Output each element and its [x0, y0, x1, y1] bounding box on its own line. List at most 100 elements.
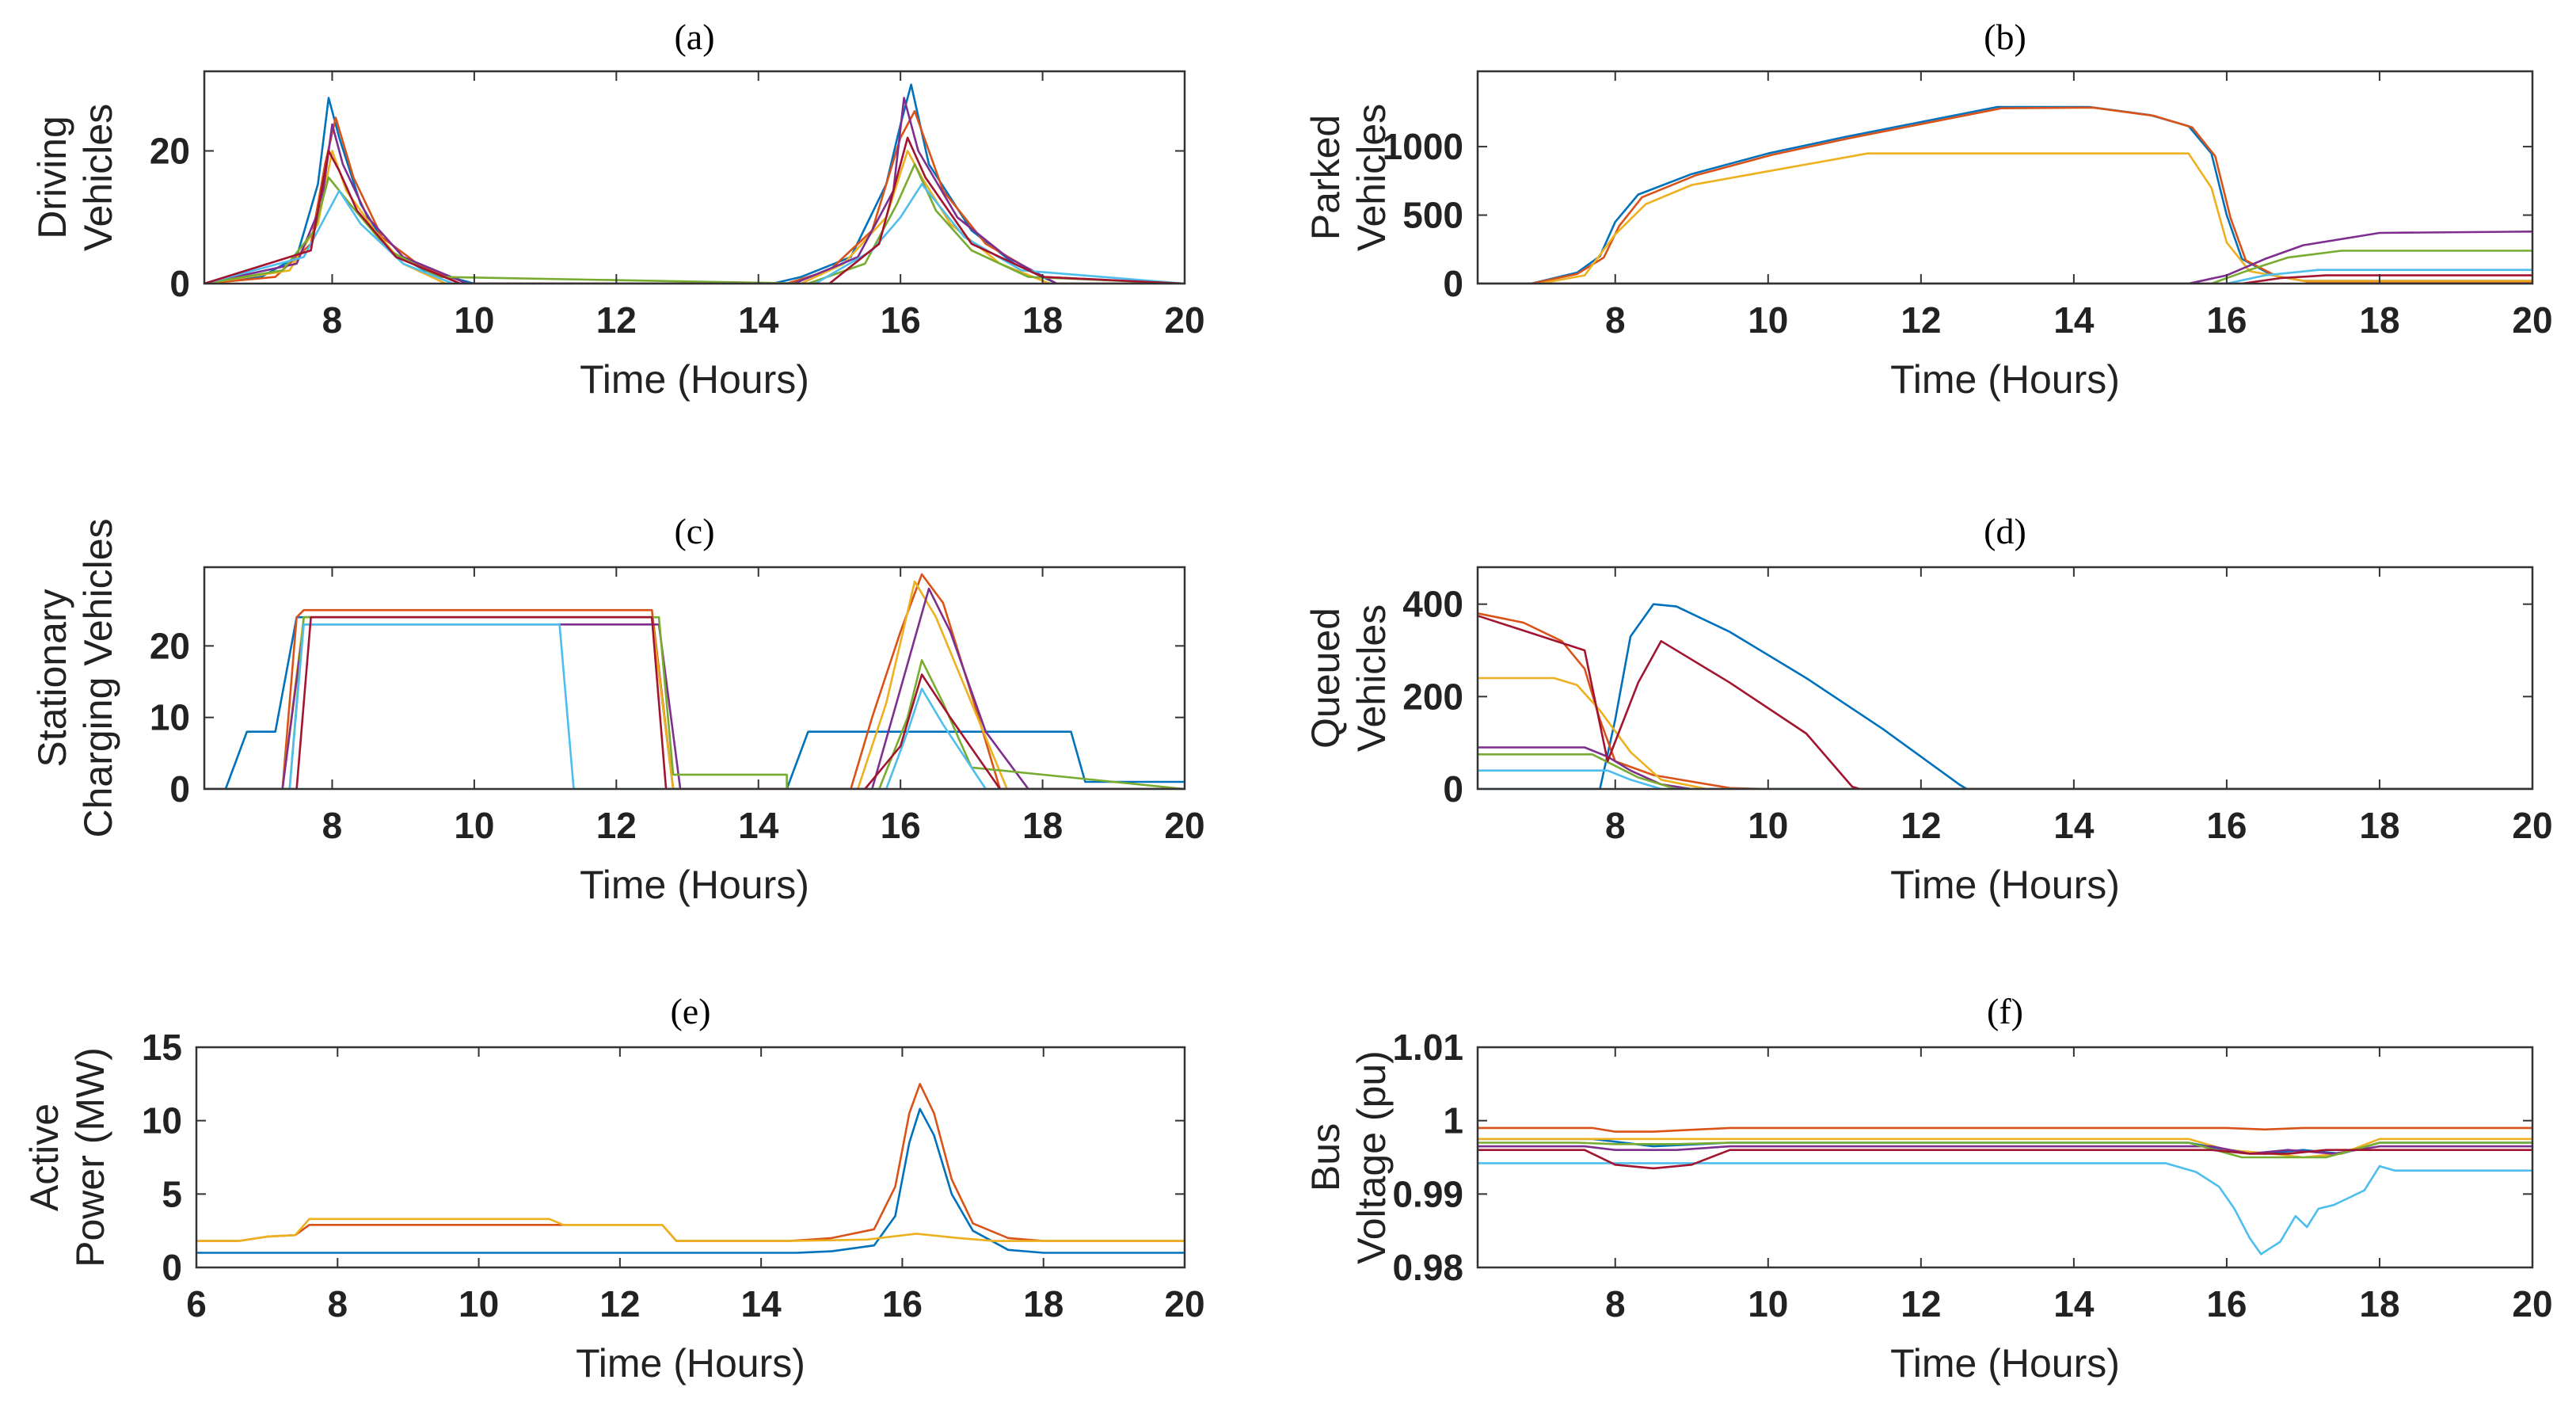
series-line-feeder-1 [196, 1107, 1185, 1254]
series-line-cs-4 [204, 587, 1185, 789]
x-tick-label: 20 [2512, 1283, 2552, 1324]
y-axis-label: ActivePower (MW) [22, 1047, 112, 1267]
x-tick-label: 10 [454, 805, 494, 846]
series-group [204, 83, 1185, 284]
x-tick-label: 12 [1901, 1283, 1941, 1324]
y-axis-label: DrivingVehicles [30, 104, 120, 251]
x-tick-label: 10 [1748, 299, 1788, 341]
series-line-lot-7 [1478, 274, 2532, 284]
x-tick-label: 6 [186, 1283, 207, 1324]
y-tick-label: 0 [1443, 263, 1463, 304]
series-line-queue-4 [1478, 746, 2532, 789]
series-line-feeder-2 [196, 1083, 1185, 1242]
y-axis-label: ParkedVehicles [1303, 104, 1394, 251]
plot-frame [195, 1046, 1186, 1269]
x-tick-label: 18 [1022, 805, 1063, 846]
series-line-cs-3 [204, 580, 1185, 789]
series-line-bus-2 [1478, 1126, 2532, 1133]
series-line-driver-e [204, 163, 1185, 284]
series-line-queue-3 [1478, 677, 2532, 789]
series-line-bus-7 [1478, 1149, 2532, 1170]
x-tick-label: 16 [2206, 1283, 2247, 1324]
y-axis-label-line: Queued [1303, 608, 1348, 749]
y-axis-label-line: Vehicles [76, 104, 120, 251]
series-line-lot-2 [1478, 106, 2532, 284]
y-tick-label: 15 [142, 1027, 182, 1068]
x-tick-label: 14 [2053, 299, 2095, 341]
x-tick-label: 20 [2512, 805, 2552, 846]
series-line-cs-5 [204, 616, 1185, 789]
x-tick-label: 16 [881, 299, 921, 341]
series-line-queue-5 [1478, 753, 2532, 789]
y-tick-label: 0 [1443, 768, 1463, 810]
x-tick-label: 12 [596, 805, 637, 846]
chart-title: (a) [674, 17, 714, 57]
y-tick-label: 0 [169, 768, 190, 810]
plot-frame [203, 566, 1186, 791]
y-axis-label: StationaryCharging Vehicles [30, 518, 120, 837]
y-tick-label: 0.99 [1392, 1173, 1463, 1214]
series-line-driver-f [204, 183, 1185, 284]
y-axis-label-line: Voltage (pu) [1349, 1050, 1394, 1264]
y-axis-label-line: Driving [30, 116, 74, 239]
series-line-bus-5 [1478, 1141, 2532, 1159]
x-axis-label: Time (Hours) [580, 863, 809, 907]
x-tick-label: 12 [599, 1283, 640, 1324]
series-group [1478, 1126, 2532, 1256]
y-tick-label: 200 [1402, 676, 1463, 717]
chart-f: (f) 8 10 12 14 16 18 20 0.98 0.99 1 1.01 Time (Hours… [1303, 991, 2553, 1385]
y-tick-label: 20 [150, 625, 190, 666]
y-axis-label: QueuedVehicles [1303, 604, 1394, 752]
y-axis-label-line: Stationary [30, 589, 74, 767]
series-line-queue-7 [1478, 615, 2532, 789]
chart-title: (d) [1984, 511, 2026, 551]
y-axis-label-line: Charging Vehicles [76, 518, 120, 837]
chart-b: (b) 8 10 12 14 16 18 20 0 500 1000 Time (Hours) Park… [1303, 17, 2553, 402]
x-tick-label: 20 [2512, 299, 2552, 341]
series-group [1478, 603, 2532, 789]
series-line-lot-3 [1478, 152, 2532, 284]
x-tick-label: 16 [881, 805, 921, 846]
plot-frame [1476, 70, 2534, 285]
chart-e: (e) 6 8 10 12 14 16 18 20 0 5 10 15 Time (Hours) Activ… [22, 991, 1205, 1385]
x-tick-label: 10 [1748, 1283, 1788, 1324]
x-tick-label: 18 [1022, 299, 1063, 341]
y-tick-label: 0 [169, 263, 190, 304]
y-tick-label: 0 [162, 1247, 182, 1288]
chart-a: (a) 8 10 12 14 16 18 20 0 20 Time (Hours) DrivingVe… [30, 17, 1205, 402]
x-tick-label: 10 [1748, 805, 1788, 846]
x-tick-label: 16 [2206, 299, 2247, 341]
series-line-driver-b [204, 110, 1185, 284]
series-line-driver-d [204, 97, 1185, 284]
plot-frame [1476, 1046, 2534, 1269]
series-line-lot-4 [1478, 231, 2532, 284]
x-axis-label: Time (Hours) [1890, 863, 2120, 907]
plot-frame [203, 70, 1186, 285]
x-tick-label: 14 [738, 805, 779, 846]
y-axis-label-line: Power (MW) [68, 1047, 112, 1267]
x-axis-label: Time (Hours) [1890, 1341, 2120, 1385]
series-line-cs-1 [204, 616, 1185, 789]
y-tick-label: 500 [1402, 195, 1463, 236]
chart-title: (f) [1987, 991, 2023, 1031]
chart-title: (e) [670, 991, 710, 1031]
x-tick-label: 20 [1164, 1283, 1204, 1324]
chart-c: (c) 8 10 12 14 16 18 20 0 10 20 Time (Hours) Station… [30, 511, 1205, 907]
x-tick-label: 14 [741, 1283, 782, 1324]
x-tick-label: 16 [882, 1283, 923, 1324]
y-tick-label: 0.98 [1392, 1247, 1463, 1288]
x-tick-label: 12 [1901, 299, 1941, 341]
x-tick-label: 12 [596, 299, 637, 341]
y-tick-label: 5 [162, 1173, 182, 1214]
series-line-feeder-3 [196, 1218, 1185, 1242]
x-tick-label: 8 [1605, 299, 1626, 341]
series-line-queue-2 [1478, 612, 2532, 789]
x-tick-label: 20 [1164, 299, 1204, 341]
plot-frame [1476, 566, 2534, 791]
series-line-lot-5 [1478, 250, 2532, 284]
y-tick-label: 20 [150, 131, 190, 172]
x-tick-label: 14 [2053, 1283, 2095, 1324]
x-tick-label: 18 [2359, 805, 2399, 846]
series-line-cs-6 [204, 623, 1185, 789]
